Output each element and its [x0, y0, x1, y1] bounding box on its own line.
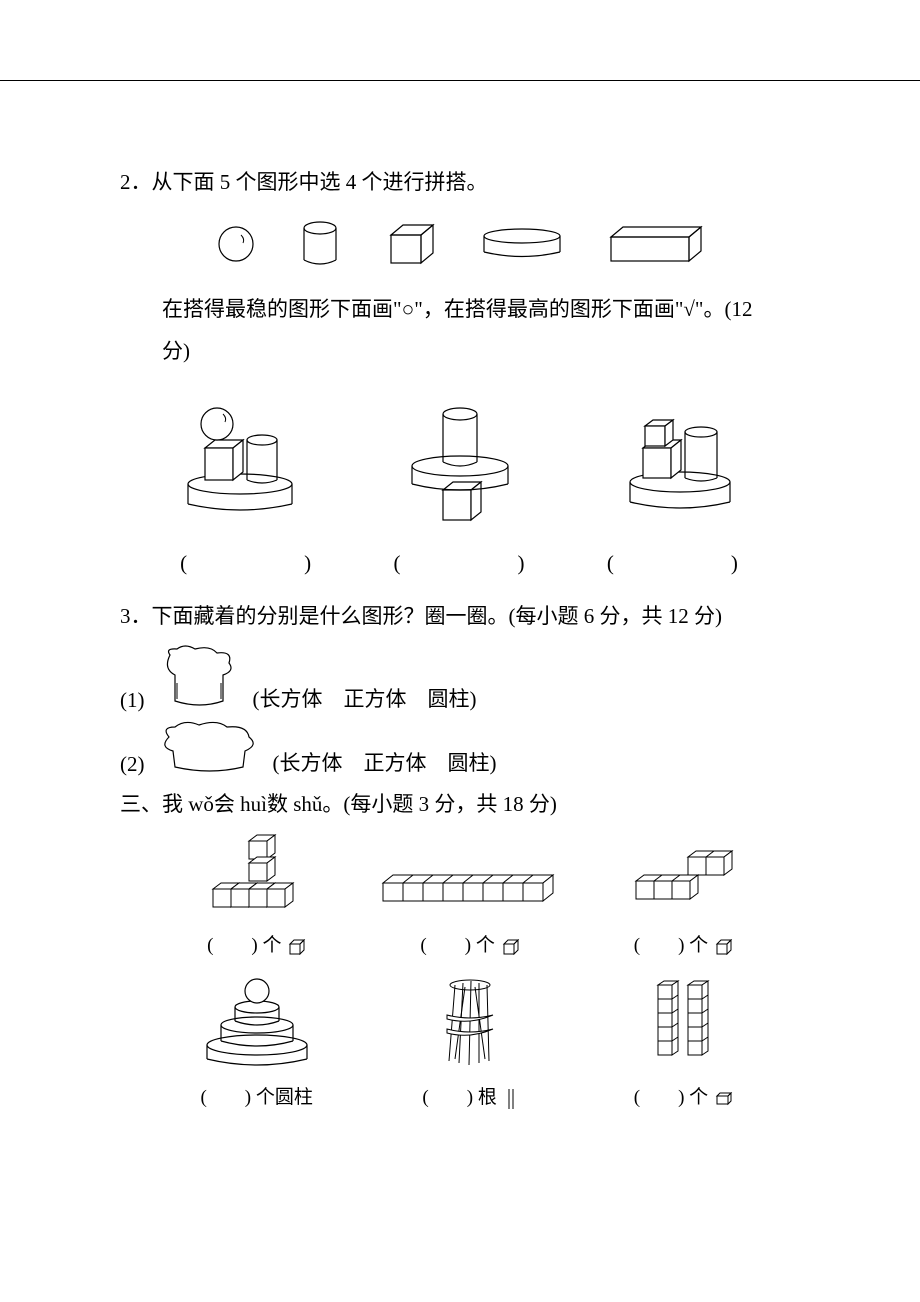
cube-stack-1-icon	[197, 833, 317, 919]
section3-grid: ( ) 个 ( ) 个	[120, 825, 800, 1129]
stick-icon	[504, 1087, 518, 1111]
count-cell-5: ( ) 根	[370, 975, 570, 1111]
count-cell-2: ( ) 个	[370, 833, 570, 957]
count-label-1[interactable]: ( ) 个	[157, 930, 357, 957]
count-label-5[interactable]: ( ) 根	[370, 1082, 570, 1111]
q2-answer-blanks: ( ) ( ) ( )	[120, 547, 800, 577]
flat-cylinder-icon	[479, 226, 565, 262]
cube-icon	[383, 219, 439, 269]
q2-blank-3[interactable]: ( )	[573, 547, 773, 577]
count-label-2[interactable]: ( ) 个	[370, 930, 570, 957]
q3-sub1: (1) (长方体 正方体 圆柱)	[120, 643, 800, 713]
count-cell-6: ( ) 个	[583, 975, 783, 1111]
cylinder-icon	[297, 218, 343, 270]
cube-L-icon	[618, 833, 748, 919]
hidden-shape-1-icon	[155, 643, 245, 713]
q2-blank-2[interactable]: ( )	[360, 547, 560, 577]
section3-title: 三、我 wǒ会 huì数 shǔ。(每小题 3 分，共 18 分)	[120, 783, 800, 825]
cuboid-icon	[605, 223, 705, 265]
q3-sub1-options[interactable]: (长方体 正方体 圆柱)	[253, 683, 477, 713]
count-label-6[interactable]: ( ) 个	[583, 1082, 783, 1109]
assembly-2-icon	[385, 392, 535, 532]
q2-blank-1[interactable]: ( )	[147, 547, 347, 577]
q2-instruction-1: 在搭得最稳的图形下面画"○"，在搭得最高的图形下面画"√"。(12	[120, 288, 800, 330]
assembly-3-icon	[605, 392, 755, 522]
q3-title: 3．下面藏着的分别是什么图形？圈一圈。(每小题 6 分，共 12 分)	[120, 595, 800, 637]
q2-shape-options	[120, 218, 800, 270]
q2-title: 2．从下面 5 个图形中选 4 个进行拼搭。	[120, 161, 800, 203]
q2-assemblies	[120, 392, 800, 537]
small-cube-icon	[288, 939, 306, 955]
sphere-icon	[215, 223, 257, 265]
count-cell-3: ( ) 个	[583, 833, 783, 957]
cylinder-stack-icon	[192, 975, 322, 1071]
q3-sub2-num: (2)	[120, 752, 145, 777]
small-cuboid-icon	[715, 1092, 733, 1106]
q3-sub2: (2) (长方体 正方体 圆柱)	[120, 719, 800, 777]
count-cell-1: ( ) 个	[157, 833, 357, 957]
count-cell-4: ( ) 个圆柱	[157, 975, 357, 1111]
hidden-shape-2-icon	[155, 719, 265, 777]
q2-instruction-2: 分)	[120, 330, 800, 372]
small-cube-icon	[502, 939, 520, 955]
count-label-3[interactable]: ( ) 个	[583, 930, 783, 957]
small-cube-icon	[715, 939, 733, 955]
q3-sub1-num: (1)	[120, 688, 145, 713]
q3-sub2-options[interactable]: (长方体 正方体 圆柱)	[273, 747, 497, 777]
cube-columns-icon	[628, 975, 738, 1071]
count-label-4[interactable]: ( ) 个圆柱	[157, 1082, 357, 1109]
assembly-1-icon	[165, 392, 315, 522]
cube-row-icon	[375, 833, 565, 919]
stick-bundle-icon	[415, 975, 525, 1071]
